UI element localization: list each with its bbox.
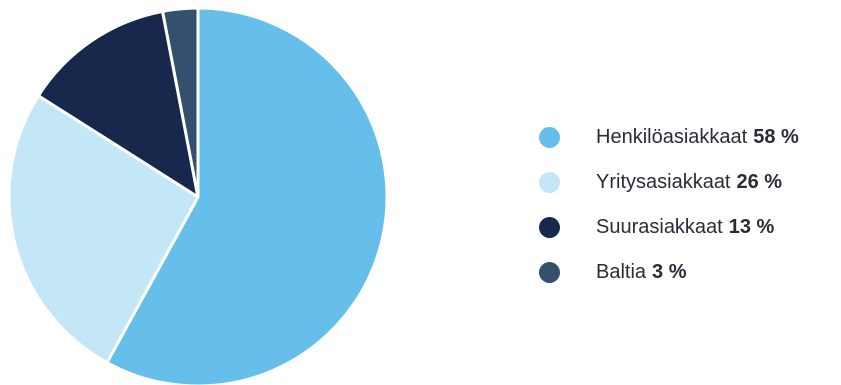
legend-label-henkiloasiakkaat: Henkilöasiakkaat bbox=[596, 126, 748, 148]
legend-swatch-baltia bbox=[539, 262, 560, 283]
pie-slice-baltia bbox=[161, 6, 200, 199]
legend-swatch-suurasiakkaat bbox=[539, 217, 560, 238]
legend-label-baltia: Baltia bbox=[596, 261, 647, 283]
pie-slice-suurasiakkaat bbox=[36, 9, 200, 199]
legend-label-yritysasiakkaat: Yritysasiakkaat bbox=[596, 171, 731, 193]
pie-slice-yritysasiakkaat bbox=[7, 94, 200, 365]
legend-value-baltia: 3 % bbox=[652, 261, 687, 283]
legend-item-henkiloasiakkaat: Henkilöasiakkaat 58 % bbox=[539, 115, 799, 160]
legend-item-baltia: Baltia 3 % bbox=[539, 250, 799, 295]
legend-value-henkiloasiakkaat: 58 % bbox=[753, 126, 799, 148]
legend-label-suurasiakkaat: Suurasiakkaat bbox=[596, 216, 723, 238]
legend-value-suurasiakkaat: 13 % bbox=[728, 216, 775, 238]
legend-swatch-henkiloasiakkaat bbox=[539, 127, 560, 148]
pie-plot-area bbox=[7, 6, 389, 385]
legend: Henkilöasiakkaat 58 % Yritysasiakkaat 26… bbox=[539, 115, 799, 295]
legend-swatch-yritysasiakkaat bbox=[539, 172, 560, 193]
legend-value-yritysasiakkaat: 26 % bbox=[736, 171, 783, 193]
legend-item-yritysasiakkaat: Yritysasiakkaat 26 % bbox=[539, 160, 799, 205]
pie-slice-henkiloasiakkaat bbox=[105, 6, 389, 385]
legend-item-suurasiakkaat: Suurasiakkaat 13 % bbox=[539, 205, 799, 250]
